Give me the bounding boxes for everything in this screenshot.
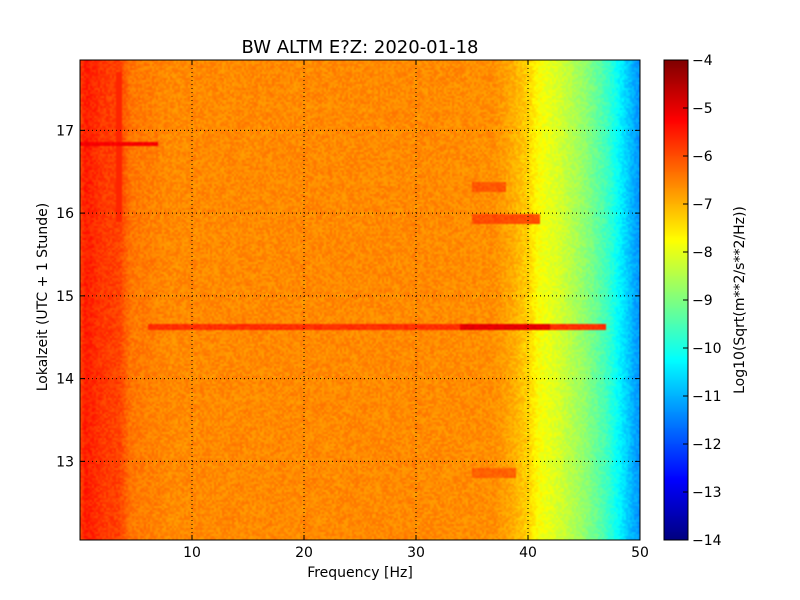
y-axis-ticks: 13 14 15 16 17 [56,123,640,470]
colorbar-label: Log10(Sqrt(m**2/s**2/Hz)) [732,206,748,394]
chart-title: BW ALTM E?Z: 2020-01-18 [242,37,479,58]
y-tick-label: 15 [56,289,74,305]
y-tick-label: 17 [56,123,74,139]
colorbar-tick-label: −12 [692,437,722,453]
colorbar-tick-label: −11 [692,389,722,405]
colorbar-tick-label: −7 [692,197,713,213]
x-tick-label: 40 [519,545,537,561]
x-tick-label: 50 [631,545,649,561]
x-tick-label: 20 [295,545,313,561]
x-axis-ticks: 10 20 30 40 50 [183,60,649,561]
colorbar-tick-label: −9 [692,293,713,309]
colorbar-tick-label: −4 [692,53,713,69]
x-tick-label: 30 [407,545,425,561]
y-axis-label: Lokalzeit (UTC + 1 Stunde) [35,203,51,392]
plot-area: 10 20 30 40 50 13 14 15 16 17 [56,59,649,561]
colorbar-tick-label: −5 [692,101,713,117]
colorbar-ticks: −4 −5 −6 −7 −8 −9 −10 −11 −12 −13 −14 [683,53,722,549]
grid-lines [80,60,640,540]
y-tick-label: 16 [56,206,74,222]
y-tick-label: 14 [56,372,74,388]
colorbar-tick-label: −10 [692,341,722,357]
colorbar-tick-label: −13 [692,485,722,501]
plot-frame [79,59,641,541]
x-axis-label: Frequency [Hz] [307,565,413,581]
x-tick-label: 10 [183,545,201,561]
colorbar-tick-label: −14 [692,533,722,549]
spectrogram-heatmap [80,60,640,540]
colorbar-tick-label: −6 [692,149,713,165]
colorbar-tick-label: −8 [692,245,713,261]
colorbar: −4 −5 −6 −7 −8 −9 −10 −11 −12 −13 −14 [663,53,722,549]
y-tick-label: 13 [56,454,74,470]
